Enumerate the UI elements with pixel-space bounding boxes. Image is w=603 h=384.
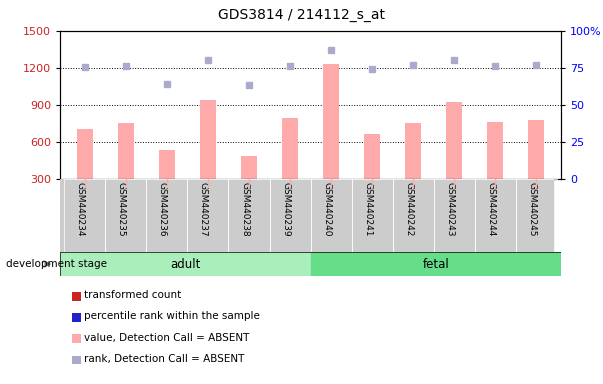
Text: GSM440234: GSM440234 <box>76 182 85 237</box>
Bar <box>311 179 352 252</box>
Bar <box>188 179 229 252</box>
Bar <box>106 179 147 252</box>
Text: GDS3814 / 214112_s_at: GDS3814 / 214112_s_at <box>218 8 385 22</box>
Text: GSM440240: GSM440240 <box>322 182 331 237</box>
Text: GSM440241: GSM440241 <box>363 182 372 237</box>
Bar <box>475 179 516 252</box>
Text: GSM440237: GSM440237 <box>199 182 208 237</box>
Bar <box>65 179 106 252</box>
Text: development stage: development stage <box>6 259 107 269</box>
Bar <box>528 120 545 179</box>
Text: GSM440242: GSM440242 <box>404 182 413 237</box>
Text: GSM440235: GSM440235 <box>117 182 126 237</box>
Bar <box>282 118 298 179</box>
Bar <box>311 252 561 276</box>
Bar <box>323 64 339 179</box>
Text: rank, Detection Call = ABSENT: rank, Detection Call = ABSENT <box>84 354 245 364</box>
Bar <box>270 179 311 252</box>
Bar <box>200 100 216 179</box>
Text: transformed count: transformed count <box>84 290 182 300</box>
Text: adult: adult <box>170 258 201 270</box>
Text: GSM440236: GSM440236 <box>158 182 167 237</box>
Bar <box>147 179 188 252</box>
Text: GSM440244: GSM440244 <box>486 182 495 237</box>
Bar <box>229 179 270 252</box>
Bar <box>352 179 393 252</box>
Bar <box>487 122 504 179</box>
Text: fetal: fetal <box>422 258 449 270</box>
Text: GSM440245: GSM440245 <box>527 182 536 237</box>
Bar <box>77 129 93 179</box>
Bar <box>241 156 257 179</box>
Text: GSM440239: GSM440239 <box>281 182 290 237</box>
Text: value, Detection Call = ABSENT: value, Detection Call = ABSENT <box>84 333 250 343</box>
Text: GSM440243: GSM440243 <box>445 182 454 237</box>
Bar <box>60 252 311 276</box>
Bar <box>516 179 557 252</box>
Bar <box>446 102 463 179</box>
Bar <box>434 179 475 252</box>
Bar <box>118 123 134 179</box>
Bar <box>159 150 175 179</box>
Bar <box>393 179 434 252</box>
Text: GSM440238: GSM440238 <box>240 182 249 237</box>
Text: percentile rank within the sample: percentile rank within the sample <box>84 311 260 321</box>
Bar <box>405 123 421 179</box>
Bar <box>364 134 380 179</box>
